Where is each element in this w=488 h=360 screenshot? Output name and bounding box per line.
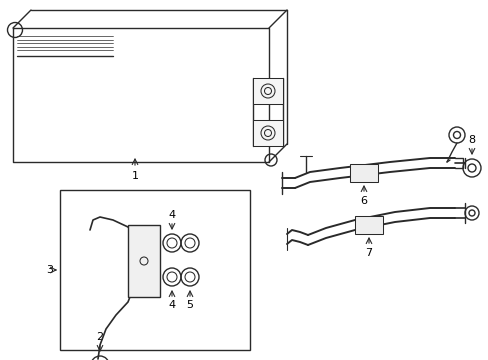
Text: 3: 3 [46, 265, 53, 275]
Bar [252, 78, 283, 104]
Bar [128, 225, 160, 297]
Bar [60, 190, 249, 350]
Text: 8: 8 [468, 135, 475, 145]
Text: 1: 1 [131, 171, 138, 181]
Text: 7: 7 [365, 248, 372, 258]
Bar [349, 164, 377, 182]
Text: 5: 5 [186, 300, 193, 310]
Text: 2: 2 [96, 332, 103, 342]
Bar [354, 216, 382, 234]
Bar [252, 120, 283, 146]
Text: 4: 4 [168, 210, 175, 220]
Text: 6: 6 [360, 196, 367, 206]
Text: 4: 4 [168, 300, 175, 310]
